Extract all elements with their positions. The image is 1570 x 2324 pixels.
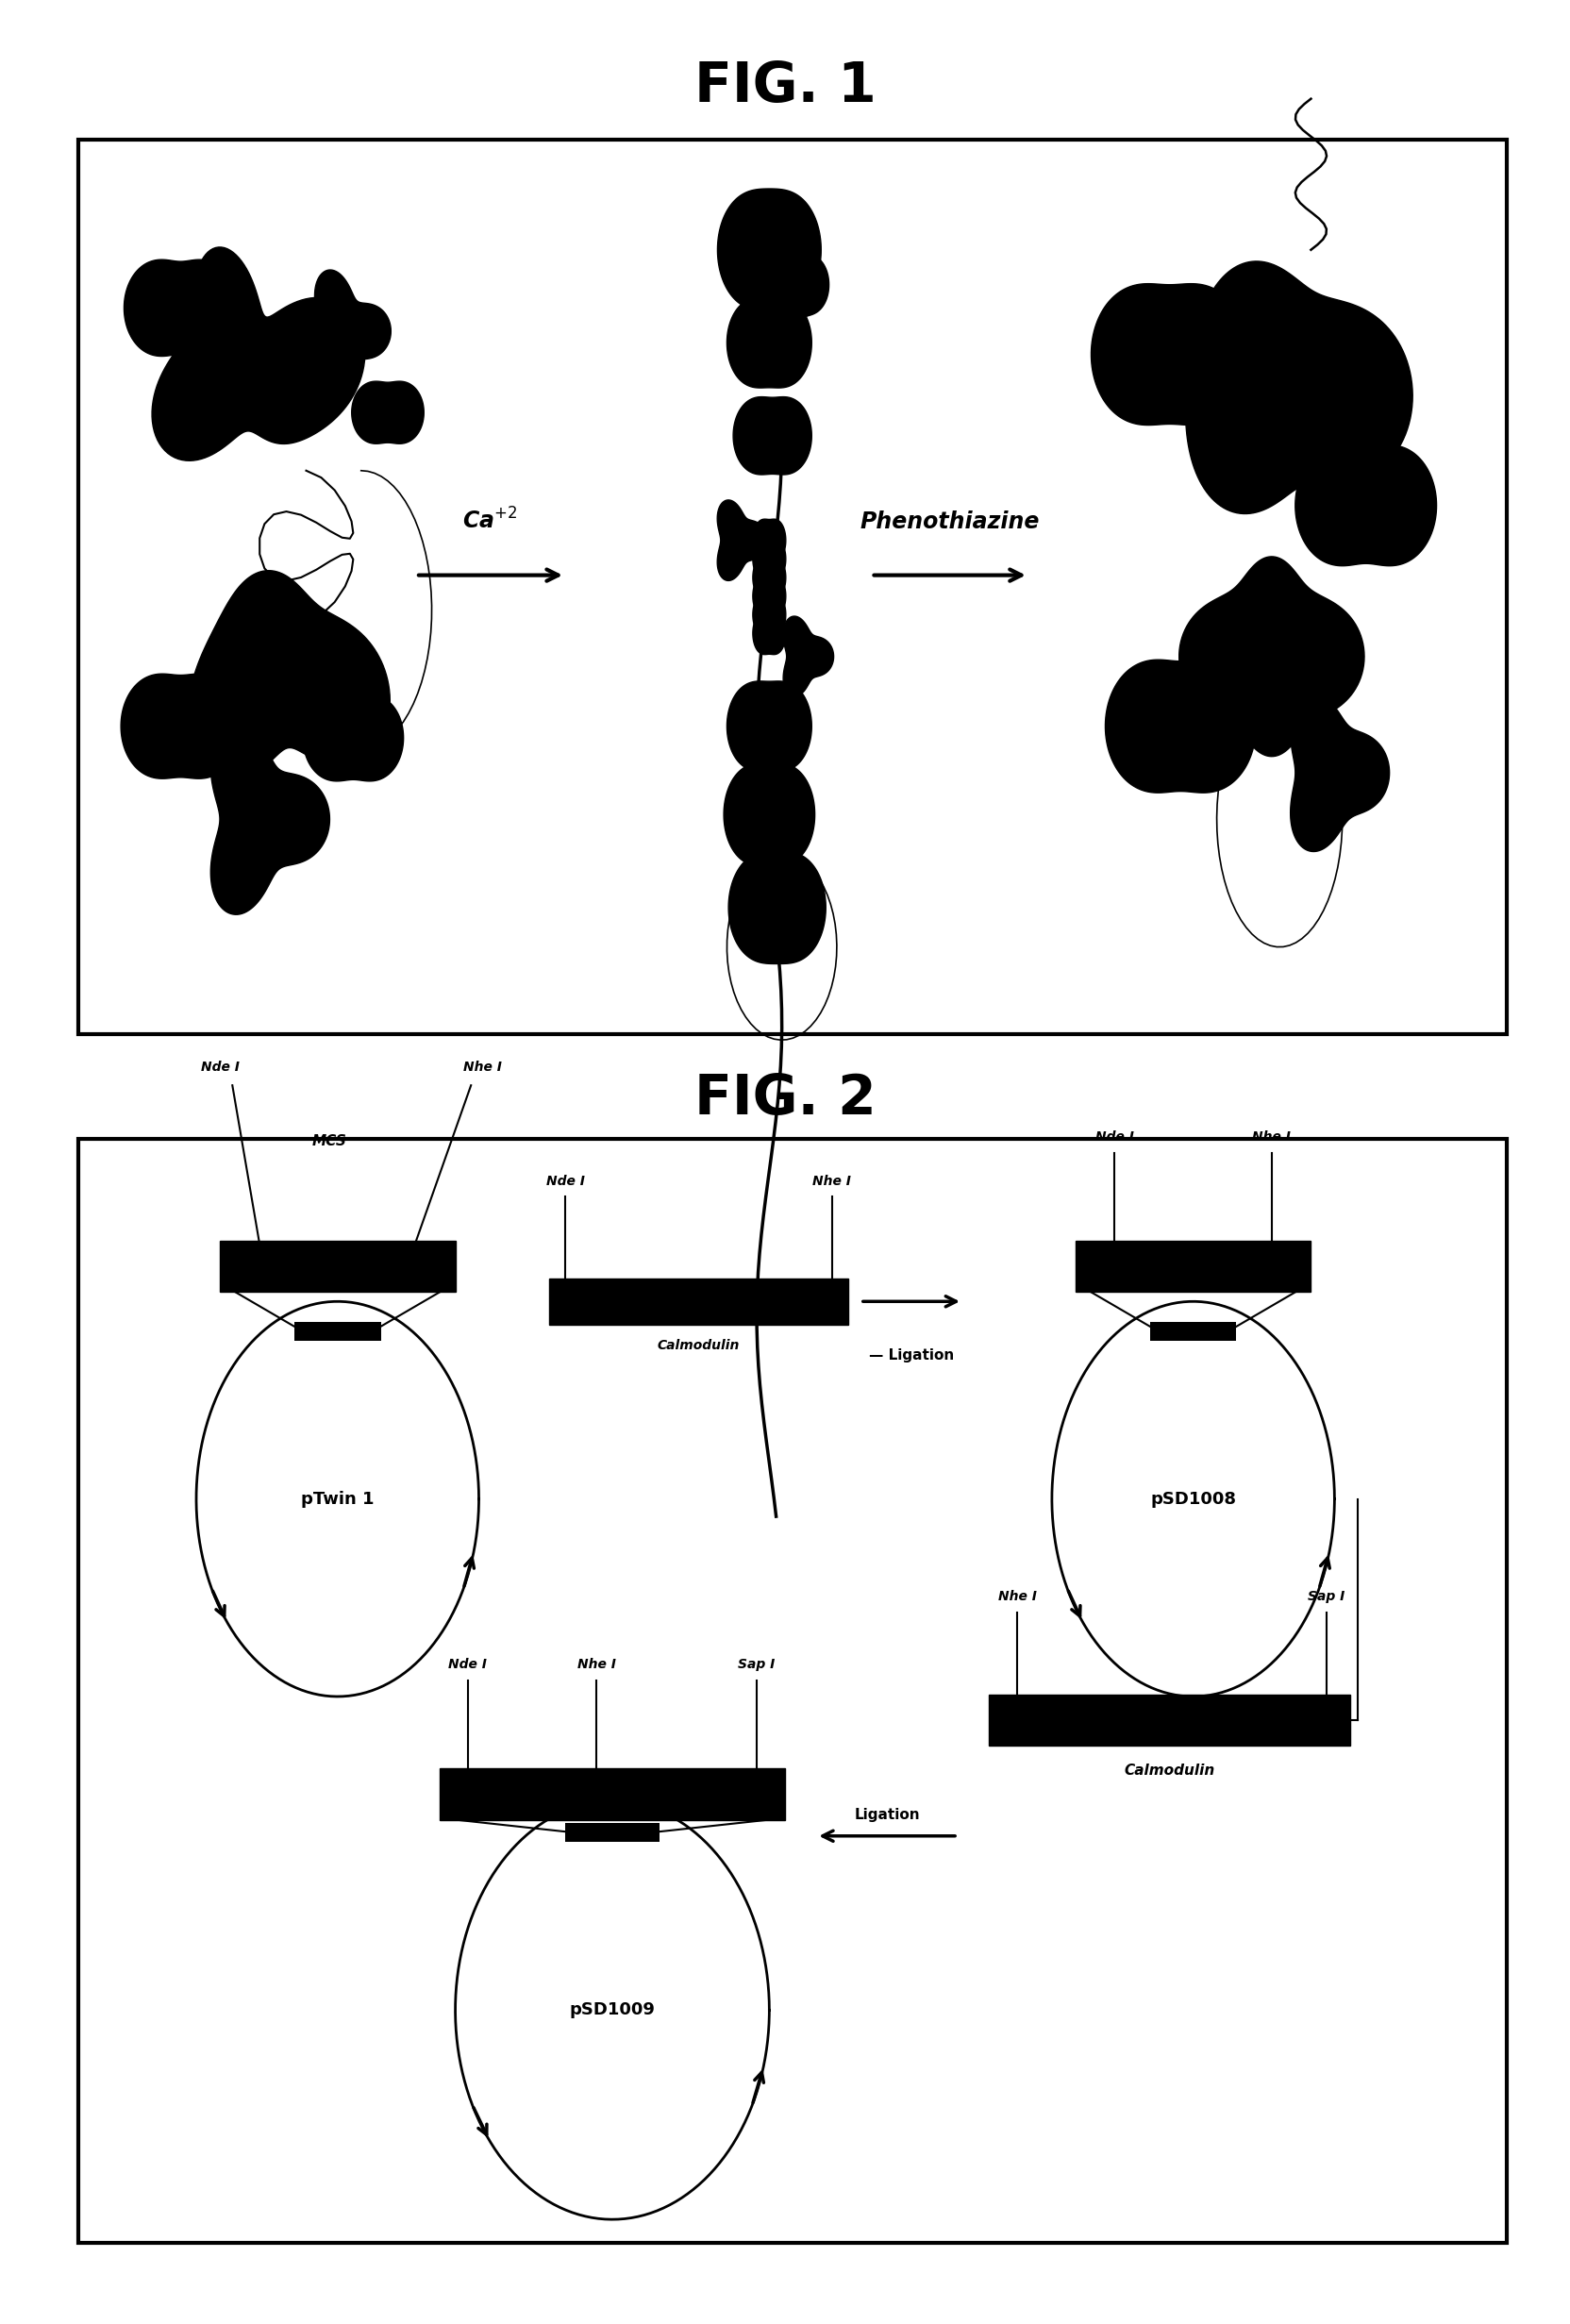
Bar [78,139,1507,1034]
Bar [295,1322,380,1341]
Text: Calmodulin: Calmodulin [658,1339,739,1353]
Text: pTwin 1: pTwin 1 [301,1490,374,1508]
Polygon shape [754,537,785,581]
Polygon shape [124,260,237,356]
Text: Nhe I: Nhe I [813,1174,851,1188]
Text: Calmodulin: Calmodulin [1124,1764,1215,1778]
Polygon shape [754,611,785,655]
Polygon shape [1295,446,1437,565]
Polygon shape [783,616,834,697]
Bar [440,1769,785,1820]
Polygon shape [1291,695,1389,851]
Bar [550,1278,848,1325]
Bar [1151,1322,1237,1341]
Text: MCS: MCS [312,1134,347,1148]
Text: pSD1009: pSD1009 [570,2001,655,2020]
Polygon shape [1091,284,1248,425]
Text: Nde I: Nde I [449,1657,487,1671]
Polygon shape [754,518,785,562]
Text: — Ligation: — Ligation [868,1348,955,1362]
Bar [565,1822,659,1841]
Text: pSD1008: pSD1008 [1151,1490,1236,1508]
Polygon shape [754,593,785,637]
Polygon shape [303,695,403,781]
Polygon shape [724,762,815,867]
Polygon shape [727,681,812,772]
Text: Ligation: Ligation [854,1808,920,1822]
Polygon shape [768,221,829,349]
Text: Nhe I: Nhe I [1253,1129,1291,1143]
Polygon shape [121,674,240,779]
Polygon shape [717,188,821,311]
Polygon shape [728,851,826,964]
Bar [78,1139,1507,2243]
Polygon shape [210,723,330,916]
Bar [1075,1241,1311,1292]
Text: Ca$^{+2}$: Ca$^{+2}$ [462,507,518,532]
Text: Nde I: Nde I [1096,1129,1134,1143]
Bar [989,1694,1350,1745]
Polygon shape [1185,260,1413,514]
Polygon shape [314,270,391,393]
Text: Sap I: Sap I [1308,1590,1345,1604]
Polygon shape [352,381,424,444]
Text: Nhe I: Nhe I [999,1590,1036,1604]
Polygon shape [754,574,785,618]
Polygon shape [188,572,389,781]
Polygon shape [717,500,768,581]
Bar [220,1241,455,1292]
Polygon shape [727,297,812,388]
Text: FIG. 2: FIG. 2 [694,1071,876,1127]
Text: Phenothiazine: Phenothiazine [860,511,1039,532]
Text: Nhe I: Nhe I [463,1060,502,1074]
Polygon shape [152,246,364,460]
Polygon shape [1105,660,1256,792]
Polygon shape [733,397,812,474]
Text: Nde I: Nde I [546,1174,584,1188]
Text: FIG. 1: FIG. 1 [694,58,876,114]
Text: Sap I: Sap I [738,1657,776,1671]
Polygon shape [1179,558,1364,755]
Polygon shape [754,555,785,600]
Text: Nde I: Nde I [201,1060,240,1074]
Text: Nhe I: Nhe I [578,1657,615,1671]
